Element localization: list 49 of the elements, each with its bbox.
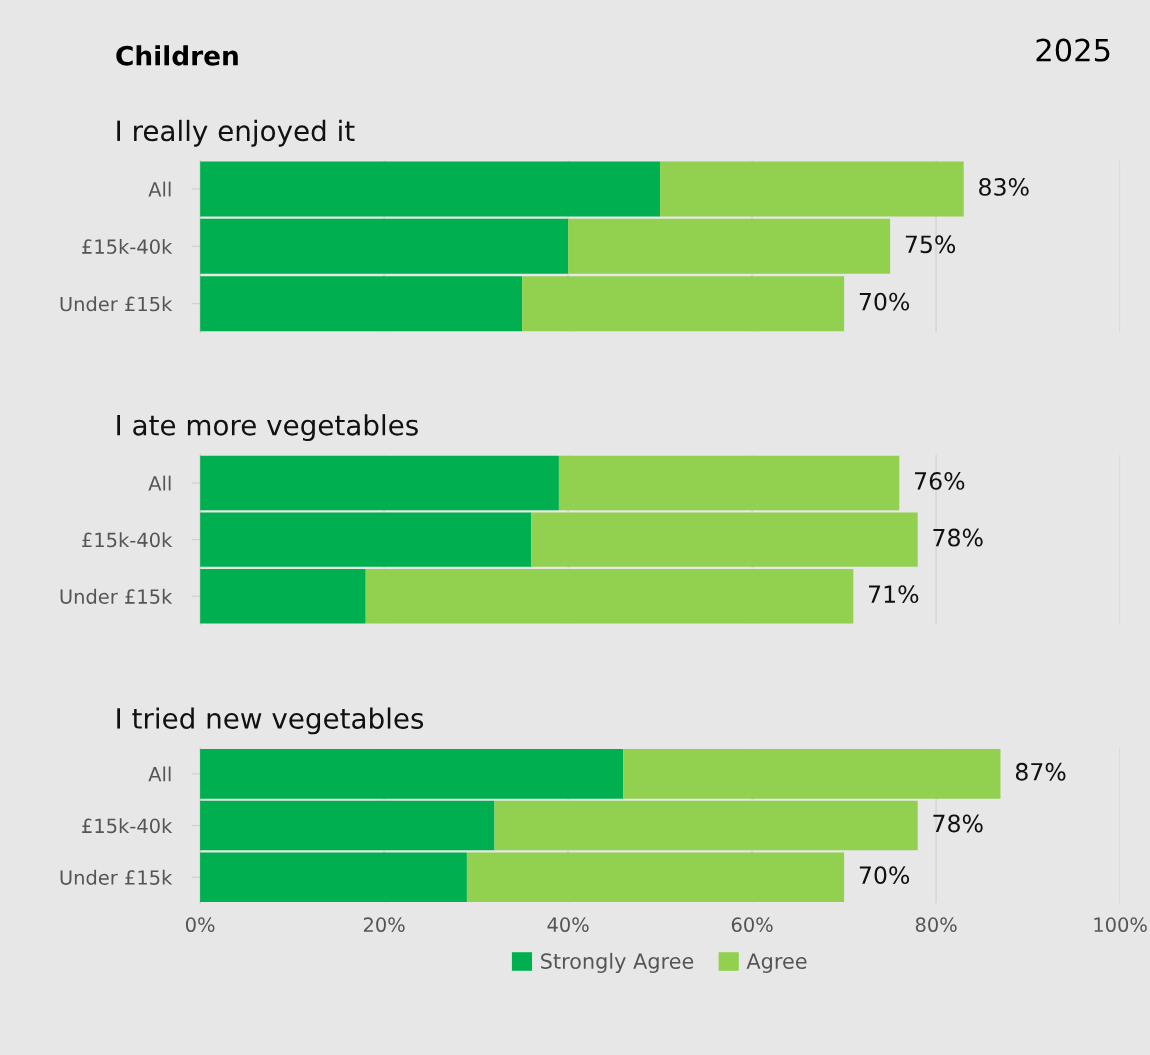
total-label: 70% bbox=[859, 292, 910, 311]
bar bbox=[200, 218, 569, 274]
total-label: 87% bbox=[1015, 762, 1066, 781]
total-label: 78% bbox=[933, 528, 983, 547]
bar bbox=[660, 161, 964, 217]
bar bbox=[466, 852, 845, 903]
total-label: 76% bbox=[915, 472, 965, 490]
bar bbox=[200, 276, 523, 332]
y-tick-label: All bbox=[148, 181, 171, 197]
bar bbox=[200, 161, 661, 217]
total-label: 75% bbox=[905, 235, 956, 254]
y-tick-label: All bbox=[148, 475, 171, 491]
chart-title: I ate more vegetables bbox=[117, 414, 418, 442]
bar bbox=[623, 749, 1001, 799]
x-tick-label: 40% bbox=[547, 917, 589, 933]
chart-title: I really enjoyed it bbox=[117, 119, 355, 147]
x-tick-label: 80% bbox=[915, 917, 957, 933]
y-tick-label: £15k-40k bbox=[82, 818, 173, 834]
x-tick-label: 100% bbox=[1094, 917, 1147, 933]
y-tick-label: Under £15k bbox=[60, 869, 173, 885]
bar bbox=[200, 455, 559, 511]
y-tick-label: Under £15k bbox=[60, 588, 173, 604]
total-label: 71% bbox=[869, 585, 919, 604]
y-tick-label: Under £15k bbox=[60, 296, 173, 312]
bar bbox=[365, 569, 854, 624]
bar bbox=[200, 512, 532, 567]
bar bbox=[200, 569, 366, 624]
total-label: 83% bbox=[979, 178, 1029, 196]
legend-label: Strongly Agree bbox=[541, 952, 694, 974]
y-tick-label: All bbox=[148, 766, 171, 782]
chart-title: I tried new vegetables bbox=[117, 707, 424, 735]
bar bbox=[200, 800, 495, 851]
text: 2025 bbox=[1036, 38, 1110, 62]
bar bbox=[531, 512, 918, 567]
x-tick-label: 0% bbox=[185, 917, 215, 933]
bar bbox=[568, 218, 891, 274]
bar bbox=[522, 276, 845, 332]
y-tick-label: £15k-40k bbox=[82, 532, 173, 548]
total-label: 70% bbox=[859, 866, 910, 885]
x-tick-label: 20% bbox=[363, 917, 405, 933]
bar bbox=[200, 749, 624, 799]
bar bbox=[200, 852, 467, 903]
bar bbox=[494, 800, 918, 851]
total-label: 78% bbox=[933, 814, 983, 833]
bar bbox=[558, 455, 900, 511]
x-tick-label: 60% bbox=[731, 917, 773, 933]
y-tick-label: £15k-40k bbox=[82, 238, 173, 255]
legend-label: Agree bbox=[746, 953, 807, 974]
text: Children bbox=[116, 45, 238, 66]
